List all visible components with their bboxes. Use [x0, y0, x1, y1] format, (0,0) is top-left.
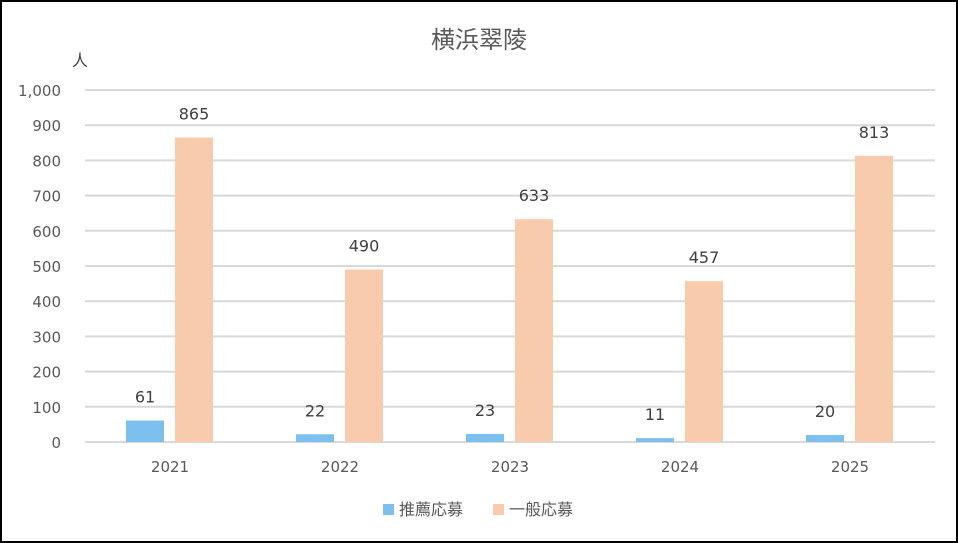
bar-recommend — [466, 433, 504, 442]
data-label: 61 — [135, 388, 155, 407]
y-tick-label: 600 — [32, 223, 61, 241]
bar-general — [855, 155, 893, 442]
data-label: 22 — [305, 401, 325, 420]
data-label: 865 — [179, 105, 210, 124]
data-label: 633 — [519, 186, 550, 205]
legend-label: 一般応募 — [509, 500, 573, 519]
y-tick-label: 0 — [51, 434, 61, 452]
chart-title: 横浜翠陵 — [431, 26, 527, 54]
legend-swatch — [493, 504, 504, 515]
y-tick-label: 1,000 — [18, 82, 61, 100]
y-tick-label: 500 — [32, 258, 61, 276]
legend-swatch — [383, 504, 394, 515]
y-tick-label: 900 — [32, 117, 61, 135]
y-tick-label: 400 — [32, 293, 61, 311]
bar-recommend — [126, 420, 164, 442]
bar-recommend — [636, 438, 674, 442]
data-label: 490 — [349, 237, 380, 256]
y-axis-label: 人 — [72, 51, 88, 70]
bar-general — [175, 137, 213, 442]
bar-general — [345, 269, 383, 442]
x-tick-label: 2021 — [151, 458, 189, 476]
legend-label: 推薦応募 — [399, 500, 463, 519]
x-tick-label: 2023 — [491, 458, 529, 476]
x-tick-label: 2025 — [831, 458, 869, 476]
x-tick-label: 2024 — [661, 458, 699, 476]
data-label: 457 — [689, 248, 720, 267]
y-tick-label: 100 — [32, 399, 61, 417]
data-label: 23 — [475, 401, 495, 420]
data-label: 20 — [815, 402, 835, 421]
y-tick-label: 200 — [32, 364, 61, 382]
y-tick-label: 800 — [32, 152, 61, 170]
data-label: 813 — [859, 123, 890, 142]
x-tick-label: 2022 — [321, 458, 359, 476]
y-tick-label: 700 — [32, 188, 61, 206]
bar-recommend — [806, 434, 844, 442]
bar-recommend — [296, 434, 334, 442]
bar-general — [685, 281, 723, 442]
data-label: 11 — [645, 405, 665, 424]
bar-general — [515, 219, 553, 442]
y-tick-label: 300 — [32, 328, 61, 346]
